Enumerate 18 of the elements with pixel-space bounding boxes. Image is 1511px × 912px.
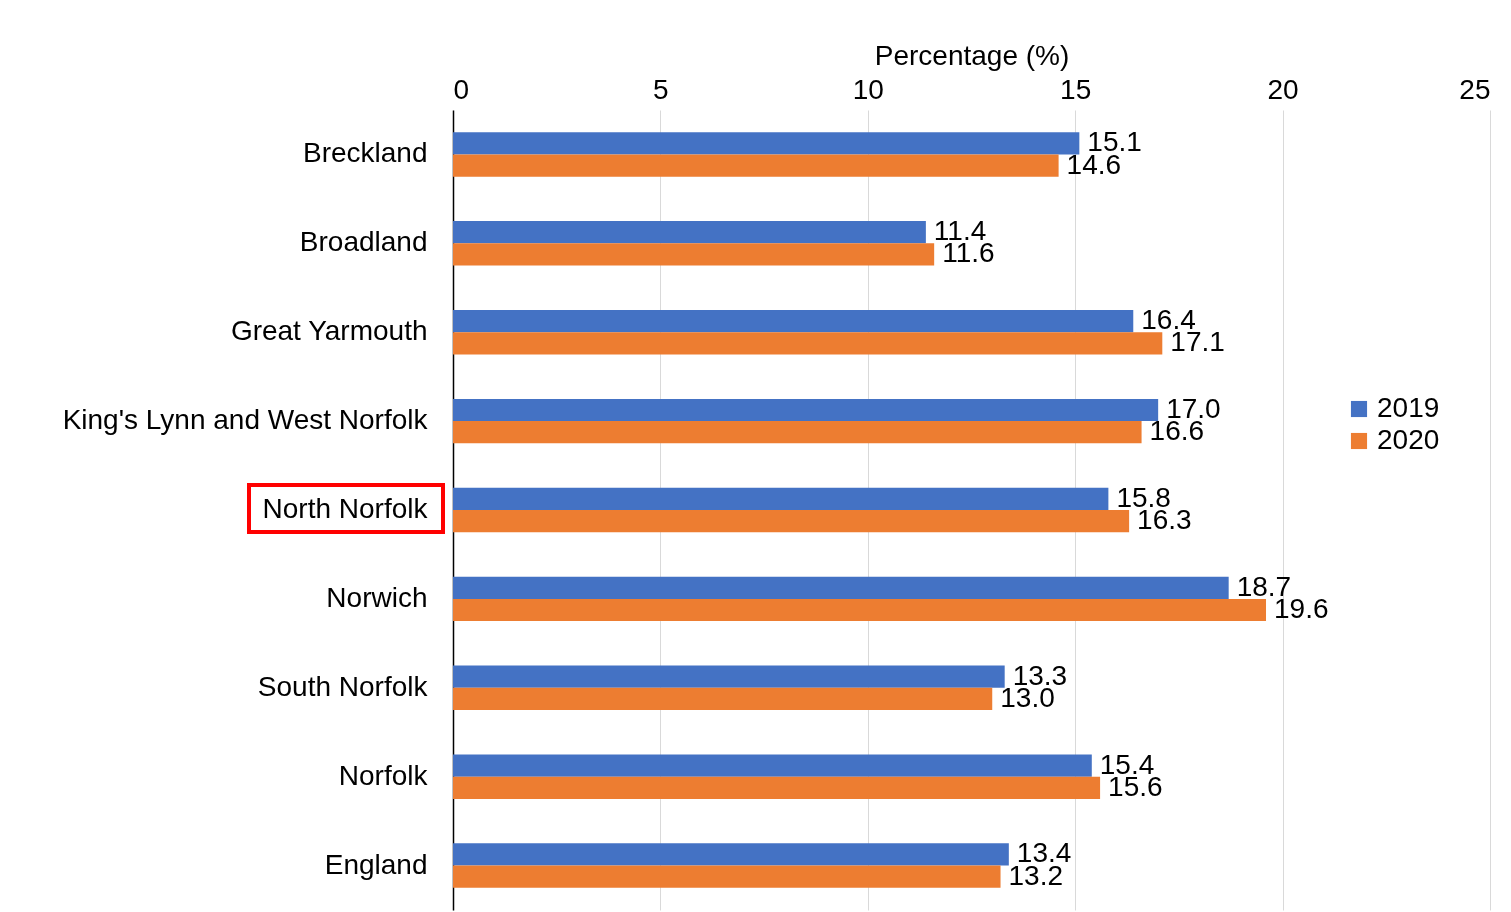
y-tick-label: Breckland: [302, 137, 428, 169]
y-tick-label: North Norfolk: [262, 493, 429, 524]
x-tick-label: 10: [852, 73, 884, 105]
x-axis-title: Percentage (%): [874, 39, 1070, 71]
y-tick-label: South Norfolk: [257, 670, 429, 702]
y-tick-label: Great Yarmouth: [230, 315, 428, 347]
x-tick-label: 25: [1459, 73, 1491, 105]
x-tick-label: 15: [1060, 73, 1092, 105]
y-tick-label: King's Lynn and West Norfolk: [62, 404, 429, 436]
legend-label: 2020: [1377, 424, 1440, 455]
x-tick-label: 20: [1267, 73, 1299, 105]
x-tick-label: 5: [653, 73, 669, 105]
legend-label: 2019: [1377, 392, 1440, 423]
y-tick-label: England: [324, 848, 428, 880]
y-tick-label: Norwich: [326, 581, 428, 613]
x-tick-label: 0: [453, 73, 470, 105]
y-tick-label: Norfolk: [338, 759, 429, 791]
y-tick-label: Broadland: [299, 226, 428, 258]
